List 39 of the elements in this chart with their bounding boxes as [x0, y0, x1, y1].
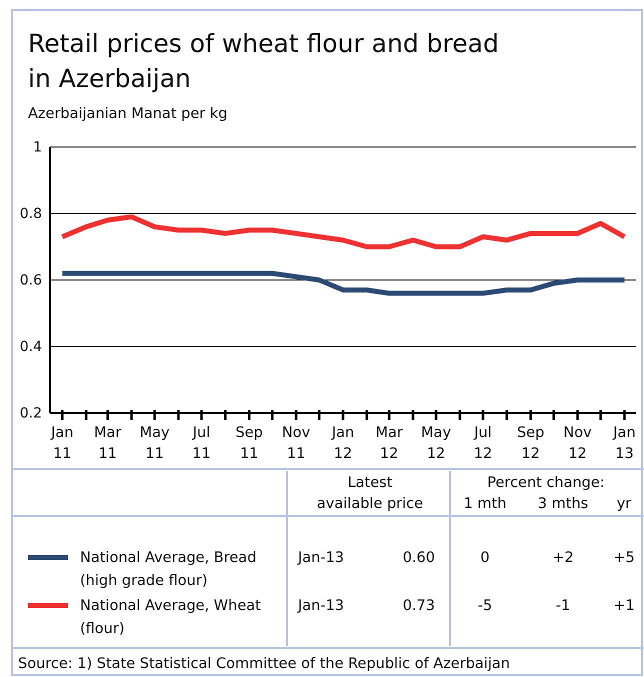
text: 0.73	[402, 598, 435, 614]
text: +1	[613, 598, 635, 614]
y-tick-label: 0.6	[20, 272, 42, 288]
x-tick-label: Sep 11	[236, 425, 263, 462]
text: Jan-13	[297, 550, 344, 566]
legend-label: National Average, Bread (high grade flour)	[80, 550, 256, 589]
x-tick-label: May 12	[421, 425, 452, 462]
text: +5	[613, 550, 635, 566]
text: 3 mths	[538, 496, 588, 512]
x-tick-label: May 11	[140, 425, 170, 462]
text: available price	[316, 496, 424, 512]
text: -1	[556, 598, 570, 614]
text: +2	[552, 550, 574, 566]
y-tick-label: 0.4	[20, 338, 42, 355]
text: -5	[478, 598, 492, 614]
y-axis-title: Azerbaijanian Manat per kg	[28, 106, 228, 122]
x-tick-label: Jul 11	[192, 425, 211, 462]
text: 0.60	[402, 550, 435, 566]
legend-label: National Average, Wheat (flour)	[80, 598, 262, 637]
text: yr	[616, 496, 632, 512]
x-tick-label: Jan 11	[50, 425, 74, 462]
x-tick-label: Jan 12	[330, 425, 354, 462]
text: Latest	[348, 475, 393, 491]
x-tick-label: Nov 12	[563, 425, 592, 462]
text: Percent change:	[487, 475, 605, 491]
x-tick-label: Sep 12	[516, 425, 544, 462]
source-note: Source: 1) State Statistical Committee of the Republic of Azerbaijan	[18, 656, 510, 672]
y-tick-label: 0.2	[20, 405, 42, 422]
text: 0	[480, 550, 490, 566]
x-tick-label: Mar 11	[94, 425, 122, 462]
text: Jan-13	[297, 598, 344, 614]
x-tick-label: Mar 12	[375, 425, 403, 462]
x-tick-label: Nov 11	[282, 425, 311, 462]
y-tick-label: 0.8	[20, 206, 42, 222]
chart-title: Retail prices of wheat flour and bread in Azerbaijan	[28, 29, 499, 93]
y-tick-label: 1	[33, 139, 42, 156]
x-tick-label: Jan 13	[612, 425, 636, 462]
x-tick-label: Jul 12	[473, 425, 492, 462]
text: 1 mth	[464, 496, 506, 512]
